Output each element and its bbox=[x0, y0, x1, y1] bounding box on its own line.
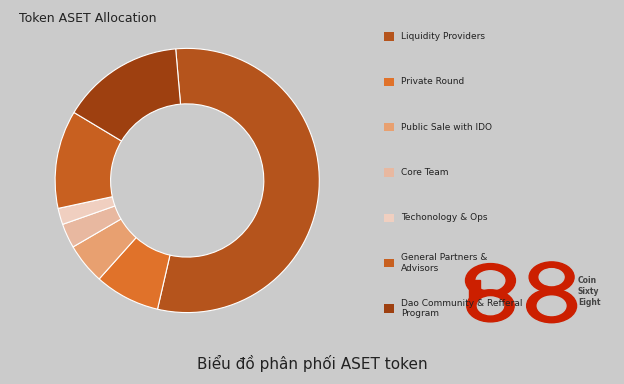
Wedge shape bbox=[157, 48, 319, 313]
Text: General Partners &
Advisors: General Partners & Advisors bbox=[401, 253, 487, 273]
Text: Coin: Coin bbox=[578, 276, 597, 285]
Wedge shape bbox=[55, 113, 122, 209]
Text: Eight: Eight bbox=[578, 298, 600, 307]
Text: Liquidity Providers: Liquidity Providers bbox=[401, 32, 485, 41]
Text: Dao Community & Refferal
Program: Dao Community & Refferal Program bbox=[401, 299, 523, 318]
Text: Public Sale with IDO: Public Sale with IDO bbox=[401, 122, 492, 132]
Circle shape bbox=[539, 269, 564, 286]
Circle shape bbox=[476, 271, 505, 290]
Wedge shape bbox=[73, 219, 136, 279]
Text: Biểu đồ phân phối ASET token: Biểu đồ phân phối ASET token bbox=[197, 355, 427, 372]
Wedge shape bbox=[99, 238, 170, 309]
Circle shape bbox=[467, 290, 514, 322]
Text: Token ASET Allocation: Token ASET Allocation bbox=[19, 12, 156, 25]
Text: Sixty: Sixty bbox=[578, 287, 599, 296]
Wedge shape bbox=[74, 49, 180, 141]
Circle shape bbox=[477, 297, 504, 315]
Polygon shape bbox=[469, 280, 480, 306]
Text: Private Round: Private Round bbox=[401, 77, 464, 86]
Circle shape bbox=[529, 262, 574, 292]
Circle shape bbox=[537, 296, 566, 316]
Circle shape bbox=[527, 289, 577, 323]
Text: Core Team: Core Team bbox=[401, 168, 449, 177]
Wedge shape bbox=[62, 206, 121, 247]
Text: Techonology & Ops: Techonology & Ops bbox=[401, 213, 488, 222]
Wedge shape bbox=[58, 197, 115, 224]
Circle shape bbox=[466, 263, 515, 297]
